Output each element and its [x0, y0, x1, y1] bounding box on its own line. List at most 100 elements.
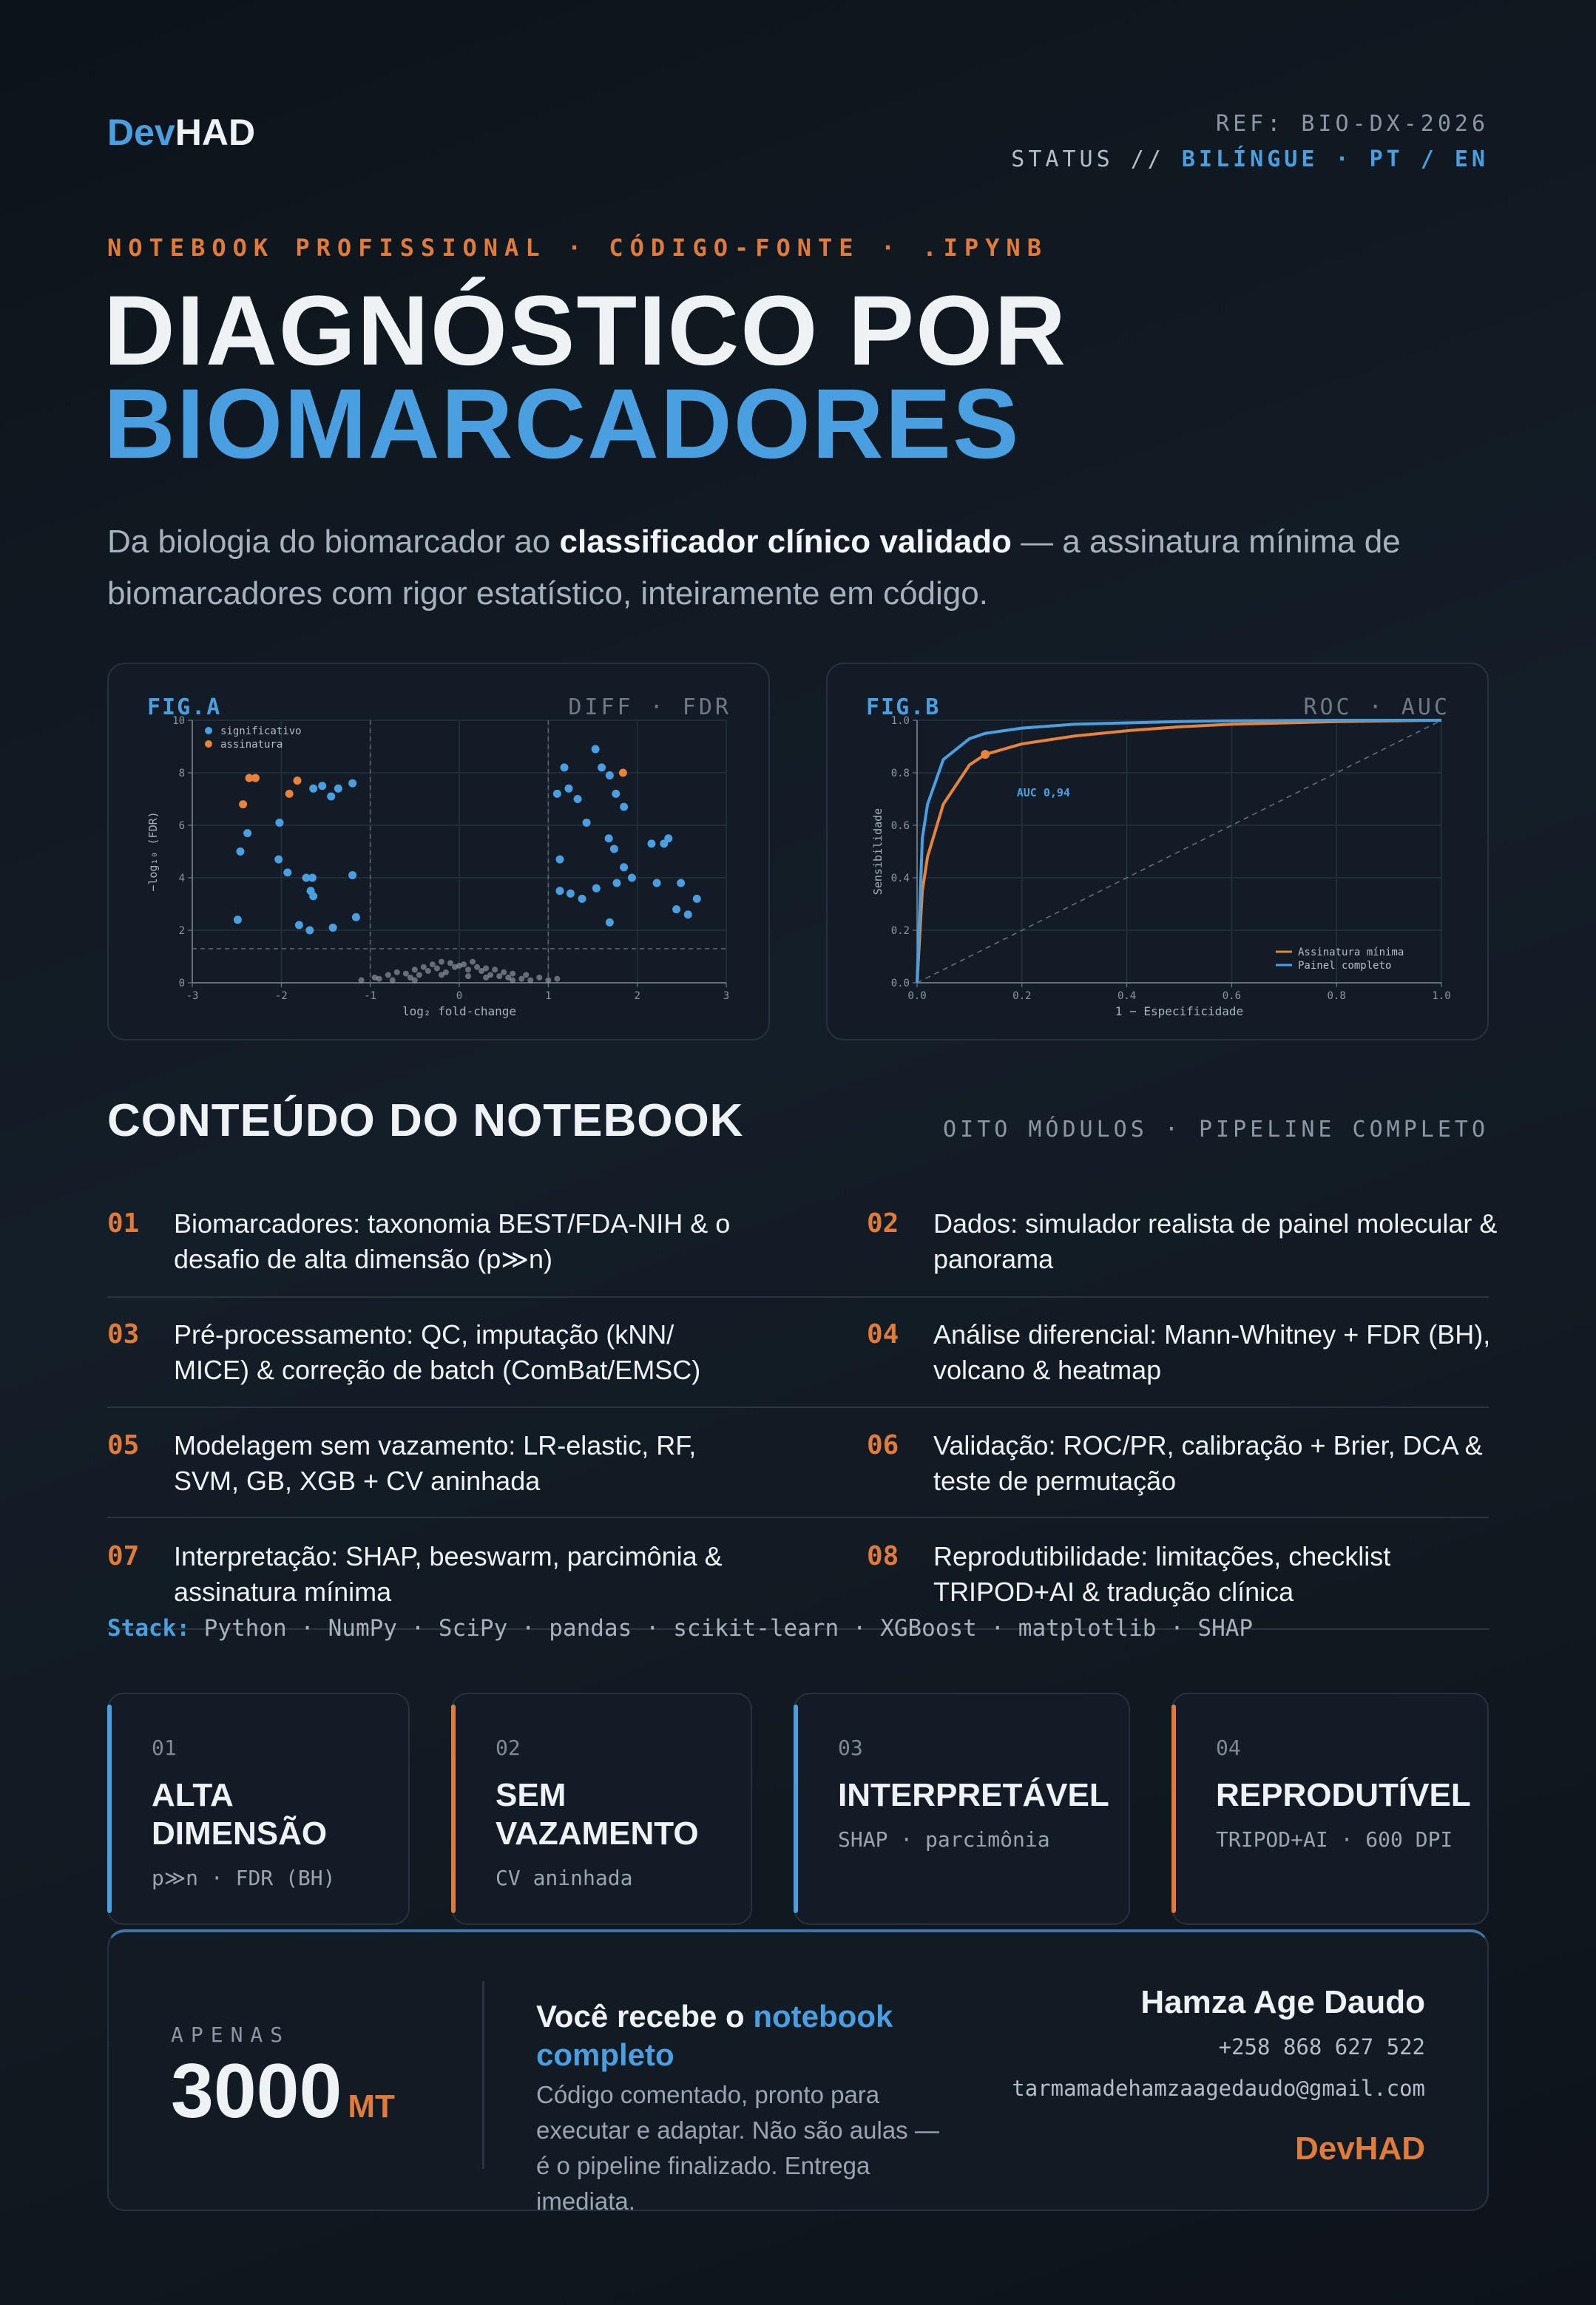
x-tick-label: 0: [456, 990, 462, 1002]
point: [555, 887, 564, 896]
point: [461, 961, 467, 968]
point: [647, 839, 656, 848]
point: [487, 972, 494, 978]
point: [552, 789, 561, 798]
annotation: AUC 0,94: [1017, 786, 1070, 799]
feature-number: 04: [1216, 1736, 1241, 1760]
point: [385, 972, 391, 978]
hero-title: DIAGNÓSTICO POR BIOMARCADORES: [104, 282, 1067, 479]
feature-sub: CV aninhada: [496, 1866, 633, 1890]
pitch-desc: Código comentado, pronto para executar e…: [536, 2081, 939, 2215]
module-number: 07: [107, 1541, 140, 1571]
y-tick-label: 1.0: [891, 715, 910, 727]
module: 03 Pré-processamento: QC, imputação (kNN/…: [107, 1317, 795, 1388]
point: [465, 967, 472, 973]
point: [578, 894, 586, 903]
divider: [107, 1296, 1489, 1298]
point: [416, 972, 422, 978]
accent-bar: [794, 1705, 798, 1913]
point: [474, 964, 481, 970]
point: [293, 776, 302, 785]
point: [573, 795, 582, 803]
point: [492, 967, 498, 973]
point: [327, 792, 336, 801]
x-tick-label: 0.6: [1223, 990, 1241, 1002]
roc-chart: FIG.B ROC · AUC 0.0 0.2 0.4 0.6 0.8 1.0 0.0 0.2 0.…: [866, 694, 1451, 1018]
point: [389, 977, 396, 984]
email: tarmamadehamzaagedaudo@gmail.com: [1012, 2076, 1425, 2101]
feature-card: 02 SEM VAZAMENTO CV aninhada: [451, 1693, 752, 1925]
point: [692, 894, 701, 903]
point: [302, 873, 311, 882]
point: [677, 879, 686, 887]
roc-curve: [916, 719, 1442, 984]
x-tick-label: 0.0: [907, 990, 926, 1002]
module: 01 Biomarcadores: taxonomia BEST/FDA-NIH …: [107, 1206, 795, 1277]
point: [465, 973, 472, 980]
feature-sub: p≫n · FDR (BH): [152, 1866, 336, 1890]
price-value: 3000: [171, 2048, 342, 2134]
point: [545, 977, 552, 984]
point: [285, 789, 294, 798]
module: 06 Validação: ROC/PR, calibração + Brier,…: [867, 1428, 1555, 1499]
point: [470, 958, 476, 965]
point: [358, 977, 365, 984]
point: [501, 969, 507, 975]
y-tick-label: 10: [172, 715, 185, 727]
module-number: 02: [867, 1208, 899, 1239]
divider: [107, 1628, 1489, 1630]
lead-text: Da biologia do biomarcador ao: [107, 524, 560, 560]
point: [592, 884, 601, 893]
offer-box: APENAS 3000 MT Você recebe o notebook com…: [107, 1929, 1489, 2215]
y-tick-label: 2: [179, 925, 185, 937]
legend-swatch: [205, 727, 212, 734]
x-tick-label: -2: [275, 990, 288, 1002]
x-tick-label: 2: [634, 990, 640, 1002]
point: [236, 847, 245, 856]
point: [510, 970, 516, 977]
module-text: Pré-processamento: QC, imputação (kNN/ M…: [174, 1319, 701, 1385]
feature-number: 01: [152, 1736, 177, 1760]
legend-label: Assinatura mínima: [1298, 947, 1404, 958]
lead-text: — a assinatura mínima de biomarcadores c…: [107, 524, 1401, 612]
module-number: 05: [107, 1430, 140, 1460]
point: [306, 887, 315, 896]
point: [305, 926, 314, 935]
section-tag: OITO MÓDULOS · PIPELINE COMPLETO: [943, 1117, 1489, 1143]
fig-tag: DIFF · FDR: [568, 694, 731, 720]
y-tick-label: 0: [179, 978, 185, 989]
module: 07 Interpretação: SHAP, beeswarm, parcimô…: [107, 1539, 795, 1610]
footer-brand: DevHAD: [1294, 2130, 1425, 2167]
point: [233, 915, 242, 924]
point: [442, 969, 449, 975]
point: [243, 829, 252, 838]
point: [456, 962, 462, 969]
module: 08 Reprodutibilidade: limitações, checkli…: [867, 1539, 1555, 1610]
point: [479, 968, 485, 975]
point: [618, 768, 627, 777]
x-axis-label: log₂ fold-change: [402, 1004, 516, 1018]
point: [566, 889, 575, 898]
accent-bar: [1171, 1705, 1176, 1913]
point: [239, 800, 248, 809]
point: [274, 855, 283, 864]
y-tick-label: 8: [179, 768, 185, 779]
y-axis-label: Sensibilidade: [871, 808, 885, 895]
point: [652, 879, 661, 887]
lead-strong: classificador clínico validado: [559, 524, 1012, 560]
fig-label: FIG.A: [147, 694, 221, 720]
point: [582, 818, 591, 827]
highlight-point: [981, 750, 990, 759]
point: [555, 855, 564, 864]
stack: Stack: Python · NumPy · SciPy · pandas ·…: [107, 1615, 1253, 1642]
module-text: Dados: simulador realista de painel mole…: [933, 1208, 1498, 1274]
title-line: BIOMARCADORES: [104, 369, 1021, 479]
point: [245, 774, 254, 782]
divider: [107, 1517, 1489, 1518]
separator: [482, 1981, 484, 2169]
volcano-chart: FIG.A DIFF · FDR -3 -2 -1 0 1 2 3 0 2 4 6 8 10 log₂ fol…: [146, 694, 731, 1018]
point: [371, 974, 378, 981]
point: [309, 784, 318, 793]
feature-title: INTERPRETÁVEL: [838, 1777, 1109, 1813]
feature-card: 04 REPRODUTÍVEL TRIPOD+AI · 600 DPI: [1171, 1693, 1489, 1925]
